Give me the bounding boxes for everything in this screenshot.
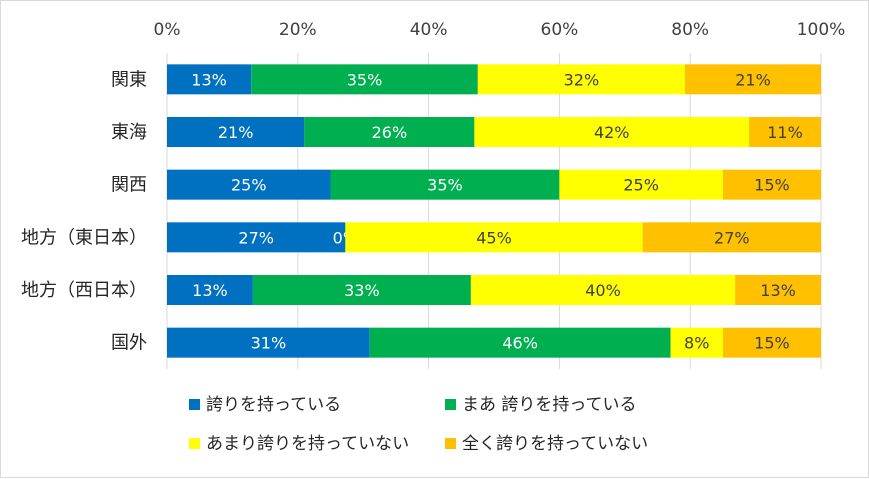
- x-tick-label: 100%: [797, 20, 846, 40]
- bar-segment: [167, 327, 370, 358]
- data-label: 13%: [192, 281, 228, 300]
- data-label: 40%: [585, 281, 621, 300]
- bar-segment: [477, 64, 686, 95]
- category-label: 関西: [111, 175, 147, 196]
- legend-swatch: [189, 399, 200, 410]
- bar-segment: [722, 169, 821, 200]
- data-label: 8%: [684, 334, 709, 353]
- x-tick-label: 0%: [154, 20, 181, 40]
- data-label: 21%: [218, 123, 254, 142]
- data-label: 15%: [754, 334, 790, 353]
- bar-segment: [470, 275, 736, 305]
- legend-label: あまり誇りを持っていない: [206, 434, 409, 454]
- bar-segment: [252, 275, 471, 305]
- category-label: 国外: [111, 333, 147, 354]
- bar-segment: [167, 64, 252, 95]
- data-label: 27%: [714, 228, 750, 247]
- data-label: 45%: [476, 228, 512, 247]
- bar-segment: [735, 275, 821, 305]
- data-label: 32%: [564, 70, 600, 89]
- bar-segment: [345, 222, 643, 253]
- x-tick-label: 40%: [410, 20, 448, 40]
- data-label: 35%: [427, 176, 463, 195]
- legend-swatch: [445, 438, 456, 449]
- bar-segment: [369, 327, 671, 358]
- bar-segment: [167, 117, 305, 147]
- category-label: 地方（東日本）: [21, 227, 147, 248]
- category-label: 東海: [111, 122, 147, 143]
- category-label: 地方（西日本）: [21, 280, 147, 301]
- legend-swatch: [445, 399, 456, 410]
- x-axis-ticks: 0% 20% 40% 60% 80% 100%: [154, 20, 846, 40]
- data-label: 25%: [623, 176, 659, 195]
- data-label: 42%: [594, 123, 630, 142]
- data-label: 26%: [372, 123, 408, 142]
- gridlines: [166, 53, 822, 369]
- x-tick-label: 80%: [671, 20, 709, 40]
- bar-segment: [330, 169, 560, 200]
- bar-segment: [670, 327, 723, 358]
- data-label: 13%: [760, 281, 796, 300]
- bar-segment: [167, 169, 331, 200]
- data-label: 13%: [191, 70, 227, 89]
- bar-segment: [167, 275, 253, 305]
- legend-label: まあ 誇りを持っている: [462, 395, 637, 415]
- bar-segment: [685, 64, 821, 95]
- legend-label: 全く誇りを持っていない: [462, 434, 648, 454]
- data-label: 33%: [344, 281, 380, 300]
- data-label: 25%: [231, 176, 267, 195]
- bar-segment: [642, 222, 821, 253]
- x-tick-label: 20%: [279, 20, 317, 40]
- bar-segment: [167, 222, 346, 253]
- data-label: 31%: [251, 334, 287, 353]
- bar-segment: [749, 117, 821, 147]
- data-label: 46%: [502, 334, 538, 353]
- bar-segment: [251, 64, 478, 95]
- data-label: 21%: [735, 70, 771, 89]
- x-tick-label: 60%: [541, 20, 579, 40]
- bar-segment: [722, 327, 821, 358]
- category-label: 関東: [111, 69, 147, 90]
- legend-label: 誇りを持っている: [206, 395, 341, 415]
- data-label: 35%: [347, 70, 383, 89]
- data-label: 15%: [754, 176, 790, 195]
- bars: 13%35%32%21%21%26%42%11%25%35%25%15%27%0…: [167, 64, 821, 358]
- bar-segment: [559, 169, 723, 200]
- bar-segment: [304, 117, 475, 147]
- data-label: 11%: [767, 123, 803, 142]
- bar-segment: [474, 117, 750, 147]
- data-label: 27%: [238, 228, 274, 247]
- legend-swatch: [189, 438, 200, 449]
